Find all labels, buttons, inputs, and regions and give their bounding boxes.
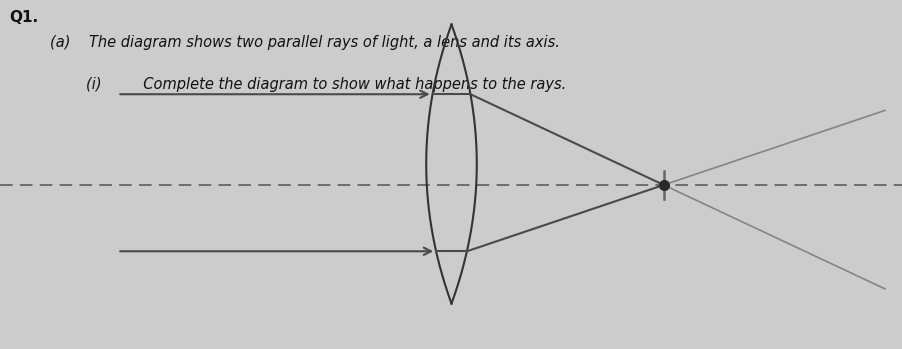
Text: (a)    The diagram shows two parallel rays of light, a lens and its axis.: (a) The diagram shows two parallel rays … <box>50 35 559 50</box>
Text: (i)         Complete the diagram to show what happens to the rays.: (i) Complete the diagram to show what ha… <box>86 77 566 92</box>
Text: Q1.: Q1. <box>9 10 38 25</box>
